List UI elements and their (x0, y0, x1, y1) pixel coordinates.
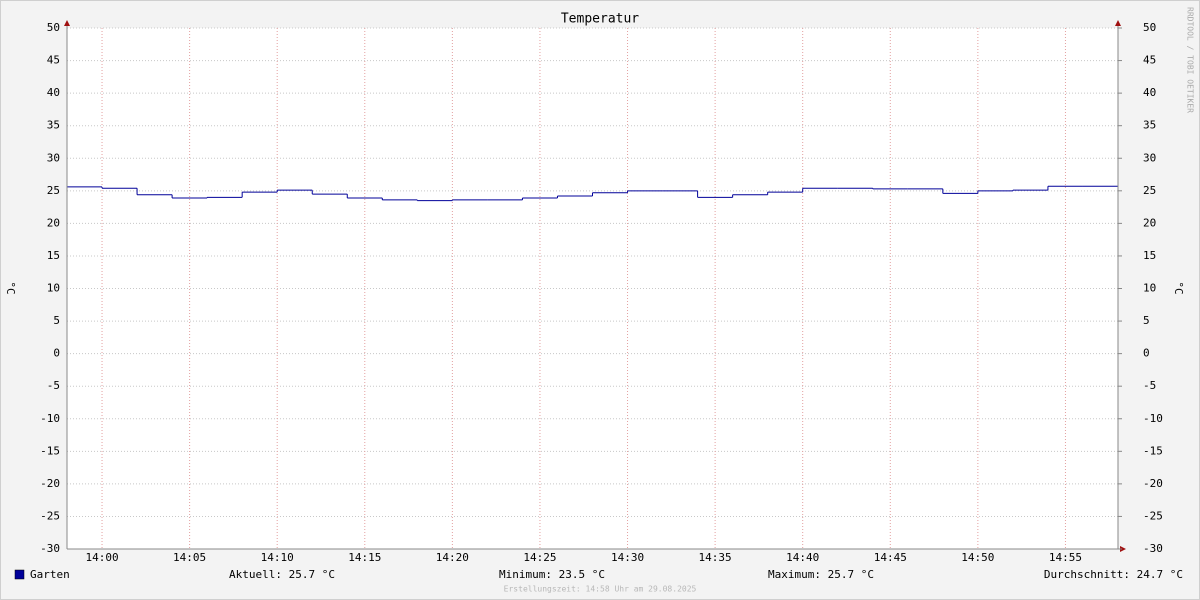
y-tick-label: 35 (47, 119, 60, 132)
x-tick-label: 14:05 (173, 551, 206, 564)
x-tick-label: 14:00 (85, 551, 118, 564)
stat: Aktuell: 25.7 °C (229, 568, 335, 581)
x-tick-label: 14:20 (436, 551, 469, 564)
y2-tick-label: 5 (1143, 314, 1150, 327)
x-tick-label: 14:35 (699, 551, 732, 564)
x-tick-label: 14:25 (523, 551, 556, 564)
footer: Erstellungszeit: 14:58 Uhr am 29.08.2025 (504, 585, 697, 594)
y-tick-label: -20 (40, 477, 60, 490)
x-tick-label: 14:10 (261, 551, 294, 564)
legend-label: Garten (30, 568, 70, 581)
y2-tick-label: 0 (1143, 347, 1150, 360)
watermark: RRDTOOL / TOBI OETIKER (1186, 7, 1195, 113)
y2-tick-label: -30 (1143, 542, 1163, 555)
y-axis-label: °C (4, 281, 17, 294)
x-tick-label: 14:40 (786, 551, 819, 564)
stat: Durchschnitt: 24.7 °C (1044, 568, 1183, 581)
y2-tick-label: 15 (1143, 249, 1156, 262)
y2-tick-label: 45 (1143, 54, 1156, 67)
y-tick-label: -30 (40, 542, 60, 555)
marks (67, 185, 1118, 202)
x-tick-label: 14:50 (961, 551, 994, 564)
y-tick-label: -25 (40, 509, 60, 522)
axis-arrow (64, 20, 70, 26)
x-tick-label: 14:55 (1049, 551, 1082, 564)
y-tick-label: -10 (40, 412, 60, 425)
axis-arrow (1120, 546, 1126, 552)
y-tick-label: 0 (53, 347, 60, 360)
y-tick-label: 5 (53, 314, 60, 327)
x-tick-label: 14:45 (874, 551, 907, 564)
y2-tick-label: 40 (1143, 86, 1156, 99)
y2-tick-label: -15 (1143, 444, 1163, 457)
y2-tick-label: -5 (1143, 379, 1156, 392)
y2-tick-label: -20 (1143, 477, 1163, 490)
y2-tick-label: 25 (1143, 184, 1156, 197)
y-tick-label: 40 (47, 86, 60, 99)
y2-tick-label: 20 (1143, 216, 1156, 229)
y-tick-label: 25 (47, 184, 60, 197)
y2-axis-label: °C (1172, 281, 1185, 294)
y2-tick-label: -10 (1143, 412, 1163, 425)
y-tick-label: 15 (47, 249, 60, 262)
y2-tick-label: -25 (1143, 509, 1163, 522)
y-tick-label: 30 (47, 151, 60, 164)
axis-arrow (1115, 20, 1121, 26)
stat: Minimum: 23.5 °C (499, 568, 605, 581)
x-tick-label: 14:15 (348, 551, 381, 564)
y2-tick-label: 10 (1143, 282, 1156, 295)
legend-swatch (14, 569, 25, 580)
y-tick-label: -5 (47, 379, 60, 392)
y-tick-label: 20 (47, 216, 60, 229)
y-tick-label: 50 (47, 21, 60, 34)
y-tick-label: -15 (40, 444, 60, 457)
y2-tick-label: 50 (1143, 21, 1156, 34)
y-tick-label: 45 (47, 54, 60, 67)
y2-tick-label: 30 (1143, 151, 1156, 164)
x-tick-label: 14:30 (611, 551, 644, 564)
stat: Maximum: 25.7 °C (768, 568, 874, 581)
chart-title: Temperatur (561, 12, 639, 27)
grid (67, 27, 1118, 550)
y-tick-label: 10 (47, 282, 60, 295)
y2-tick-label: 35 (1143, 119, 1156, 132)
